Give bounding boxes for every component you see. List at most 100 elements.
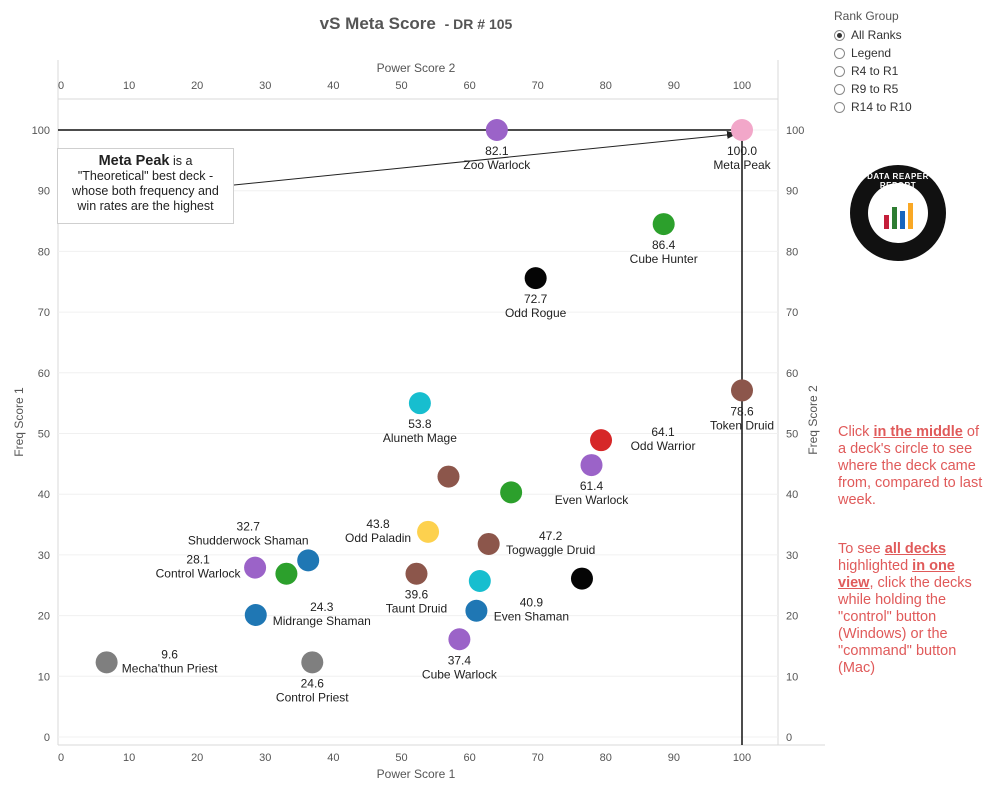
deck-point-mecha-thun-priest[interactable]	[95, 651, 118, 674]
annotation-arrow-line	[233, 130, 737, 186]
radio-icon[interactable]	[834, 83, 845, 95]
deck-point-control-priest[interactable]	[301, 651, 324, 674]
data-points	[95, 119, 753, 674]
annotation-line3: whose both frequency and	[72, 184, 219, 198]
deck-name-label: Cube Warlock	[422, 667, 498, 681]
y-tick-label-right: 40	[786, 489, 798, 501]
deck-point-togwaggle-druid[interactable]	[477, 532, 500, 555]
deck-point-odd-rogue[interactable]	[524, 267, 547, 290]
info2-b: highlighted	[838, 558, 913, 574]
x-tick-label-bottom: 80	[600, 752, 612, 764]
deck-point[interactable]	[570, 567, 593, 590]
deck-score-label: 24.6	[301, 676, 325, 690]
deck-name-label: Even Warlock	[555, 493, 630, 507]
rank-option-label: Legend	[851, 46, 892, 60]
deck-point-midrange-shaman[interactable]	[244, 603, 267, 626]
deck-score-label: 37.4	[448, 653, 472, 667]
rank-option-r14-to-r10[interactable]: R14 to R10	[834, 98, 912, 116]
rank-option-r9-to-r5[interactable]: R9 to R5	[834, 80, 912, 98]
y-tick-label-right: 60	[786, 368, 798, 380]
x-tick-label-top: 80	[600, 80, 612, 92]
y-tick-label-right: 70	[786, 307, 798, 319]
y-tick-label-left: 90	[38, 186, 50, 198]
deck-score-label: 28.1	[186, 553, 210, 567]
rank-group-title: Rank Group	[834, 9, 899, 23]
data-reaper-logo: DATA REAPER REPORT	[850, 165, 946, 261]
y-tick-label-left: 40	[38, 489, 50, 501]
deck-score-label: 82.1	[485, 144, 509, 158]
radio-icon[interactable]	[834, 65, 845, 77]
deck-point-taunt-druid[interactable]	[405, 562, 428, 585]
y-tick-label-right: 20	[786, 611, 798, 623]
deck-name-label: Control Warlock	[156, 567, 242, 581]
annotation-line1: is a	[172, 154, 193, 168]
deck-point[interactable]	[468, 570, 491, 593]
deck-point-shudderwock-shaman[interactable]	[297, 549, 320, 572]
deck-name-label: Aluneth Mage	[383, 431, 457, 445]
x-tick-label-bottom: 0	[58, 752, 64, 764]
rank-option-legend[interactable]: Legend	[834, 44, 912, 62]
y-tick-label-left: 30	[38, 550, 50, 562]
deck-point-odd-warrior[interactable]	[590, 429, 613, 452]
x-tick-label-bottom: 40	[327, 752, 339, 764]
radio-icon[interactable]	[834, 29, 845, 41]
deck-score-label: 72.7	[524, 292, 548, 306]
annotation-line2: "Theoretical" best deck -	[77, 169, 214, 183]
deck-point-token-druid[interactable]	[731, 379, 753, 402]
deck-score-label: 64.1	[651, 425, 675, 439]
x-axis-title-bottom: Power Score 1	[377, 767, 456, 781]
info-all-decks: To see all decks highlighted in one view…	[838, 541, 983, 677]
y-tick-label-right: 80	[786, 246, 798, 258]
y-tick-label-right: 50	[786, 429, 798, 441]
info2-em2: in one view	[838, 558, 955, 591]
deck-point[interactable]	[275, 562, 298, 585]
deck-name-label: Control Priest	[276, 690, 349, 704]
deck-point-odd-paladin[interactable]	[417, 520, 440, 543]
deck-point[interactable]	[500, 481, 523, 504]
y-tick-label-left: 70	[38, 307, 50, 319]
x-tick-label-bottom: 60	[463, 752, 475, 764]
rank-option-all-ranks[interactable]: All Ranks	[834, 26, 912, 44]
radio-icon[interactable]	[834, 101, 845, 113]
deck-point[interactable]	[437, 465, 460, 488]
deck-point-even-shaman[interactable]	[465, 599, 488, 622]
info-click-middle: Click in the middle of a deck's circle t…	[838, 424, 983, 509]
annotation-strong: Meta Peak	[98, 153, 170, 169]
x-tick-label-top: 10	[123, 80, 135, 92]
info1-em: in the middle	[873, 424, 963, 440]
x-tick-label-top: 70	[532, 80, 544, 92]
rank-option-label: All Ranks	[851, 28, 902, 42]
x-tick-label-top: 60	[463, 80, 475, 92]
deck-name-label: Taunt Druid	[386, 602, 447, 616]
rank-option-label: R4 to R1	[851, 64, 899, 78]
x-tick-label-bottom: 20	[191, 752, 203, 764]
x-tick-label-top: 30	[259, 80, 271, 92]
deck-name-label: Zoo Warlock	[463, 158, 531, 172]
deck-name-label: Togwaggle Druid	[506, 543, 595, 557]
deck-score-label: 78.6	[730, 404, 754, 418]
x-tick-label-bottom: 70	[532, 752, 544, 764]
deck-point-cube-hunter[interactable]	[652, 213, 675, 236]
deck-point-meta-peak[interactable]	[731, 119, 753, 141]
x-tick-label-top: 20	[191, 80, 203, 92]
deck-point-cube-warlock[interactable]	[448, 628, 471, 651]
deck-name-label: Midrange Shaman	[273, 614, 371, 628]
deck-score-label: 43.8	[366, 517, 390, 531]
deck-point-control-warlock[interactable]	[244, 556, 267, 579]
annotation-line4: win rates are the highest	[77, 199, 214, 213]
deck-name-label: Cube Hunter	[630, 252, 698, 266]
deck-point-even-warlock[interactable]	[580, 454, 603, 477]
deck-name-label: Mecha'thun Priest	[122, 661, 218, 675]
deck-point-zoo-warlock[interactable]	[485, 119, 508, 141]
deck-point-aluneth-mage[interactable]	[408, 392, 431, 415]
deck-score-label: 61.4	[580, 479, 604, 493]
deck-score-label: 47.2	[539, 529, 563, 543]
y-axis-title-right: Freq Score 2	[806, 385, 820, 455]
deck-name-label: Odd Warrior	[631, 439, 696, 453]
radio-icon[interactable]	[834, 47, 845, 59]
rank-option-r4-to-r1[interactable]: R4 to R1	[834, 62, 912, 80]
chart-title-main: vS Meta Score	[319, 14, 436, 33]
deck-score-label: 9.6	[161, 647, 178, 661]
